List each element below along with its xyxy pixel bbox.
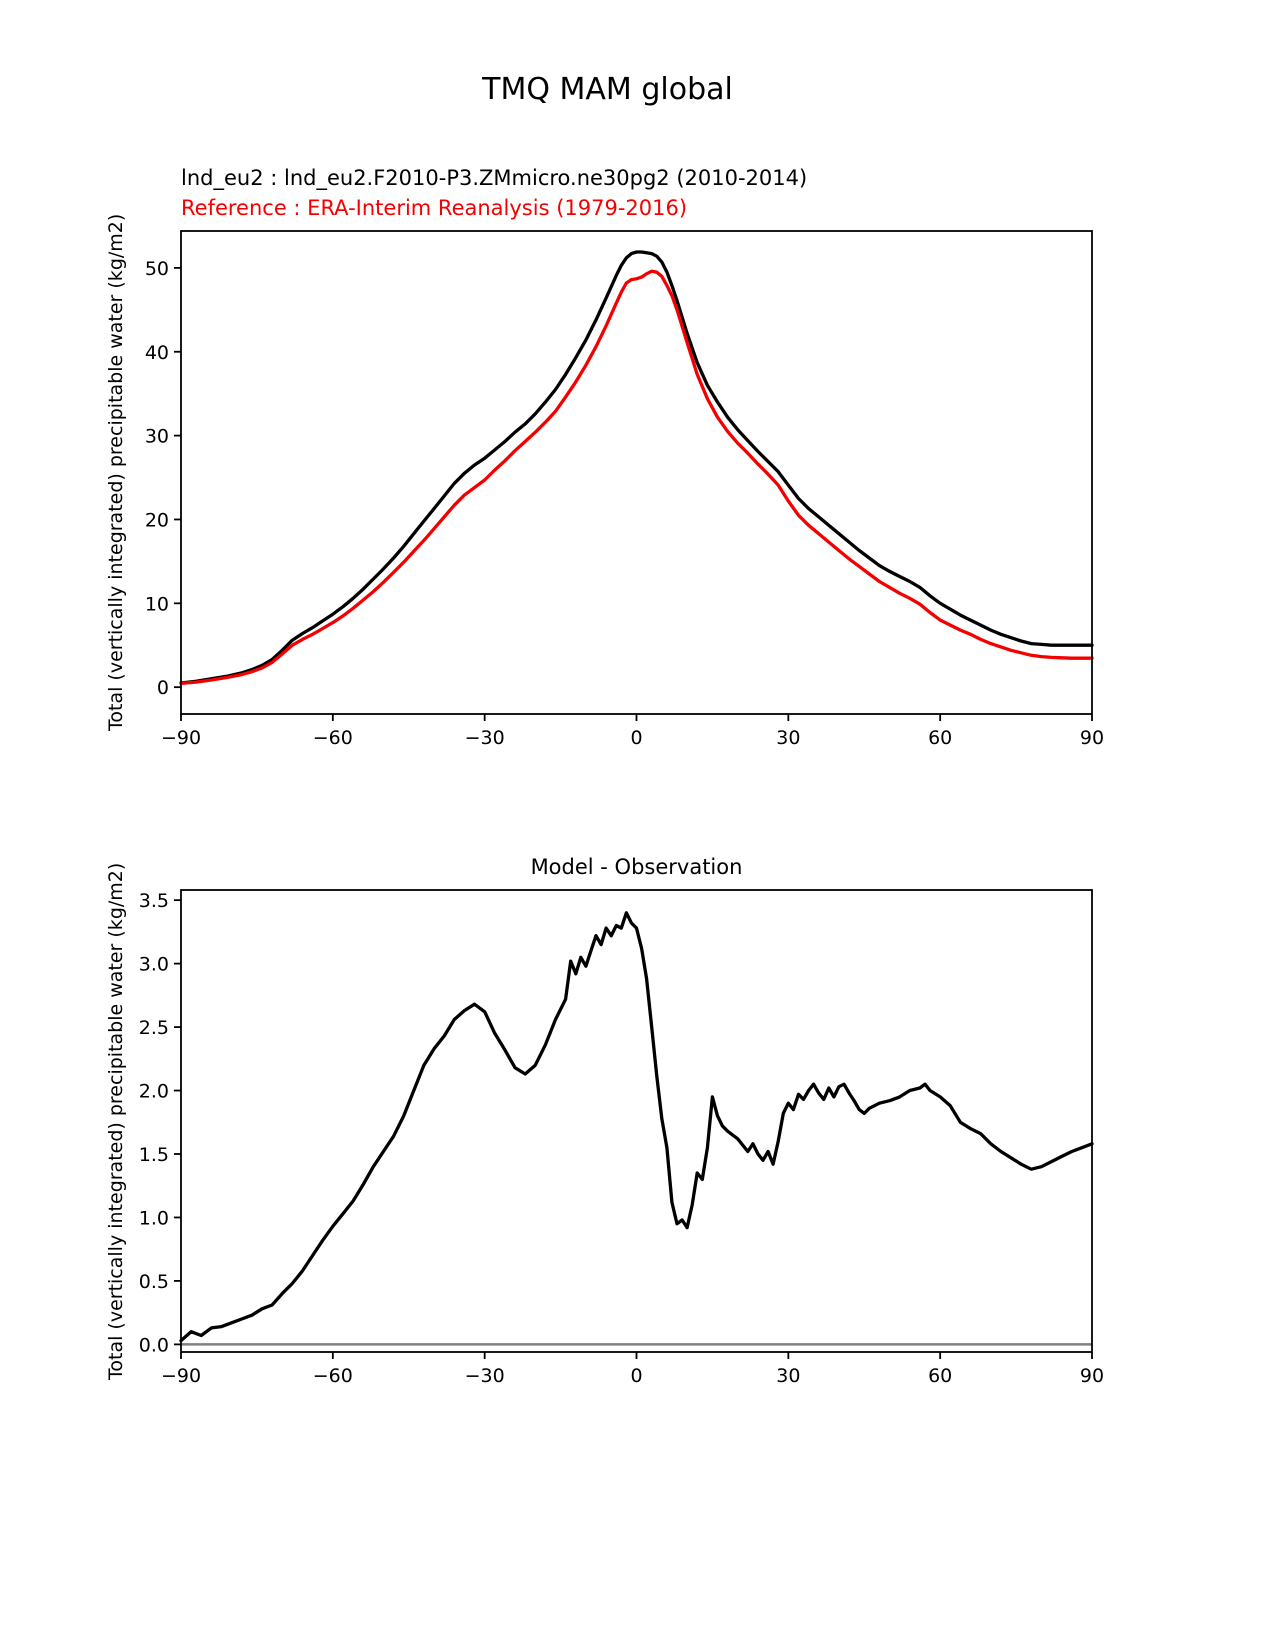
y-tick-label: 3.5 <box>139 890 169 912</box>
x-tick-label: 30 <box>776 1365 800 1387</box>
x-tick-label: −30 <box>465 1365 505 1387</box>
y-tick-label: 3.0 <box>139 954 169 976</box>
y-tick-label: 0 <box>157 677 169 699</box>
y-tick-label: 10 <box>145 593 169 615</box>
y-tick-label: 20 <box>145 509 169 531</box>
top-chart: −90 −60 −30 0 30 60 90 0 10 20 30 40 50 <box>145 230 1104 749</box>
legend-reference-label: Reference : ERA-Interim Reanalysis (1979… <box>181 196 688 220</box>
legend-model-label: lnd_eu2 : lnd_eu2.F2010-P3.ZMmicro.ne30p… <box>181 166 808 190</box>
x-tick-label: 60 <box>928 727 952 749</box>
y-tick-label: 0.5 <box>139 1271 169 1293</box>
x-tick-label: −30 <box>465 727 505 749</box>
x-tick-label: −90 <box>161 727 201 749</box>
x-tick-label: 60 <box>928 1365 952 1387</box>
figure-title: TMQ MAM global <box>482 72 733 107</box>
x-tick-label: 0 <box>630 727 642 749</box>
x-tick-label: 0 <box>630 1365 642 1387</box>
x-tick-label: −60 <box>313 727 353 749</box>
series-difference <box>179 911 1094 1343</box>
bottom-chart: −90 −60 −30 0 30 60 90 0.0 0.5 1.0 1.5 2.0 2.5 3.0 3.5 <box>139 889 1104 1387</box>
y-tick-label: 2.0 <box>139 1081 169 1103</box>
y-tick-label: 1.5 <box>139 1144 169 1166</box>
x-tick-label: 90 <box>1080 1365 1104 1387</box>
plot-frame <box>180 230 1093 715</box>
legend: lnd_eu2 : lnd_eu2.F2010-P3.ZMmicro.ne30p… <box>181 163 807 223</box>
x-tick-label: 30 <box>776 727 800 749</box>
bottom-chart-title: Model - Observation <box>530 855 743 879</box>
x-tick-label: 90 <box>1080 727 1104 749</box>
y-tick-label: 0.0 <box>139 1334 169 1356</box>
y-tick-label: 30 <box>145 426 169 448</box>
series-lnd_eu2 <box>179 250 1094 685</box>
x-tick-label: −60 <box>313 1365 353 1387</box>
x-tick-label: −90 <box>161 1365 201 1387</box>
y-tick-label: 2.5 <box>139 1017 169 1039</box>
plot-frame <box>180 889 1093 1353</box>
y-tick-label: 40 <box>145 342 169 364</box>
y-tick-label: 50 <box>145 258 169 280</box>
series-reference <box>179 269 1094 686</box>
y-tick-label: 1.0 <box>139 1207 169 1229</box>
